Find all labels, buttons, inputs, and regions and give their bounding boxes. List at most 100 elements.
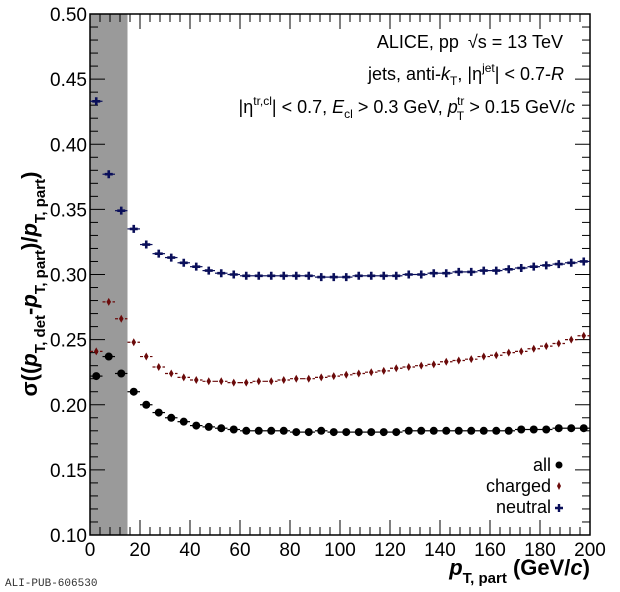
- point-all: [179, 417, 188, 426]
- point-neutral: [254, 271, 263, 280]
- point-all: [504, 426, 513, 435]
- series-charged: [90, 297, 590, 387]
- point-charged: [481, 352, 487, 361]
- point-all: [379, 428, 388, 437]
- point-charged: [306, 374, 312, 383]
- point-neutral: [304, 271, 313, 280]
- point-charged: [256, 377, 262, 386]
- point-all: [254, 426, 263, 435]
- axis-ticks: [89, 13, 591, 536]
- point-neutral: [542, 261, 551, 270]
- point-charged: [418, 361, 424, 370]
- x-tick-label: 180: [524, 540, 556, 561]
- point-all: [279, 426, 288, 435]
- point-charged: [131, 338, 137, 347]
- annotation-line-2: jets, anti-kT, |ηjet| < 0.7-R: [367, 61, 564, 88]
- series-all: [90, 352, 590, 437]
- point-neutral: [517, 263, 526, 272]
- point-neutral: [379, 271, 388, 280]
- point-charged: [506, 348, 512, 357]
- point-neutral: [104, 170, 113, 179]
- point-neutral: [567, 258, 576, 267]
- y-tick-label: 0.15: [50, 461, 87, 482]
- point-charged: [468, 355, 474, 364]
- point-neutral: [229, 270, 238, 279]
- point-neutral: [417, 270, 426, 279]
- point-all: [142, 400, 151, 409]
- y-tick-label: 0.35: [50, 200, 87, 221]
- legend-label-all: all: [533, 455, 551, 475]
- point-neutral: [342, 273, 351, 282]
- point-neutral: [429, 269, 438, 278]
- x-tick-label: 80: [279, 540, 300, 561]
- legend-marker-all: [555, 461, 563, 469]
- point-neutral: [179, 258, 188, 267]
- point-charged: [156, 362, 162, 371]
- point-neutral: [392, 271, 401, 280]
- point-charged: [493, 351, 499, 360]
- point-all: [354, 428, 363, 437]
- x-tick-label: 60: [229, 540, 250, 561]
- point-charged: [193, 376, 199, 385]
- point-charged: [443, 357, 449, 366]
- point-all: [442, 426, 451, 435]
- series-neutral: [90, 97, 590, 282]
- point-charged: [518, 347, 524, 356]
- point-all: [292, 428, 301, 437]
- y-tick-label: 0.30: [50, 266, 87, 287]
- point-neutral: [279, 271, 288, 280]
- legend: all charged neutral: [486, 455, 563, 517]
- point-all: [429, 426, 438, 435]
- point-all: [517, 425, 526, 434]
- point-neutral: [267, 271, 276, 280]
- point-all: [229, 425, 238, 434]
- point-charged: [181, 373, 187, 382]
- point-all: [492, 426, 501, 435]
- y-tick-label: 0.40: [50, 135, 87, 156]
- point-neutral: [529, 262, 538, 271]
- point-neutral: [92, 97, 101, 106]
- x-tick-label: 120: [374, 540, 406, 561]
- point-neutral: [192, 262, 201, 271]
- y-tick-label: 0.10: [50, 526, 87, 547]
- legend-label-neutral: neutral: [496, 497, 551, 517]
- point-neutral: [554, 260, 563, 269]
- point-all: [542, 425, 551, 434]
- point-neutral: [492, 266, 501, 275]
- point-charged: [556, 339, 562, 348]
- point-charged: [281, 376, 287, 385]
- point-all: [554, 424, 563, 433]
- point-charged: [206, 377, 212, 386]
- point-neutral: [367, 271, 376, 280]
- point-charged: [368, 368, 374, 377]
- point-all: [104, 352, 113, 361]
- point-neutral: [467, 267, 476, 276]
- point-charged: [543, 342, 549, 351]
- point-charged: [431, 360, 437, 369]
- watermark: ALI-PUB-606530: [5, 578, 97, 590]
- point-charged: [568, 335, 574, 344]
- point-neutral: [217, 269, 226, 278]
- point-all: [342, 428, 351, 437]
- point-charged: [356, 369, 362, 378]
- y-axis-title: σ((pT, det-pT, part)/pT, part): [17, 172, 49, 397]
- point-all: [117, 369, 126, 378]
- point-charged: [218, 377, 224, 386]
- point-charged: [456, 356, 462, 365]
- x-tick-label: 20: [129, 540, 150, 561]
- point-charged: [406, 362, 412, 371]
- point-charged: [118, 314, 124, 323]
- y-tick-label: 0.50: [50, 5, 87, 26]
- point-all: [529, 425, 538, 434]
- x-tick-label: 160: [474, 540, 506, 561]
- data-points: [90, 97, 590, 437]
- point-all: [367, 428, 376, 437]
- point-all: [217, 424, 226, 433]
- point-neutral: [329, 273, 338, 282]
- point-charged: [318, 373, 324, 382]
- point-all: [454, 426, 463, 435]
- point-charged: [168, 369, 174, 378]
- x-tick-label: 200: [574, 540, 606, 561]
- y-tick-label: 0.20: [50, 396, 87, 417]
- y-tick-label: 0.45: [50, 70, 87, 91]
